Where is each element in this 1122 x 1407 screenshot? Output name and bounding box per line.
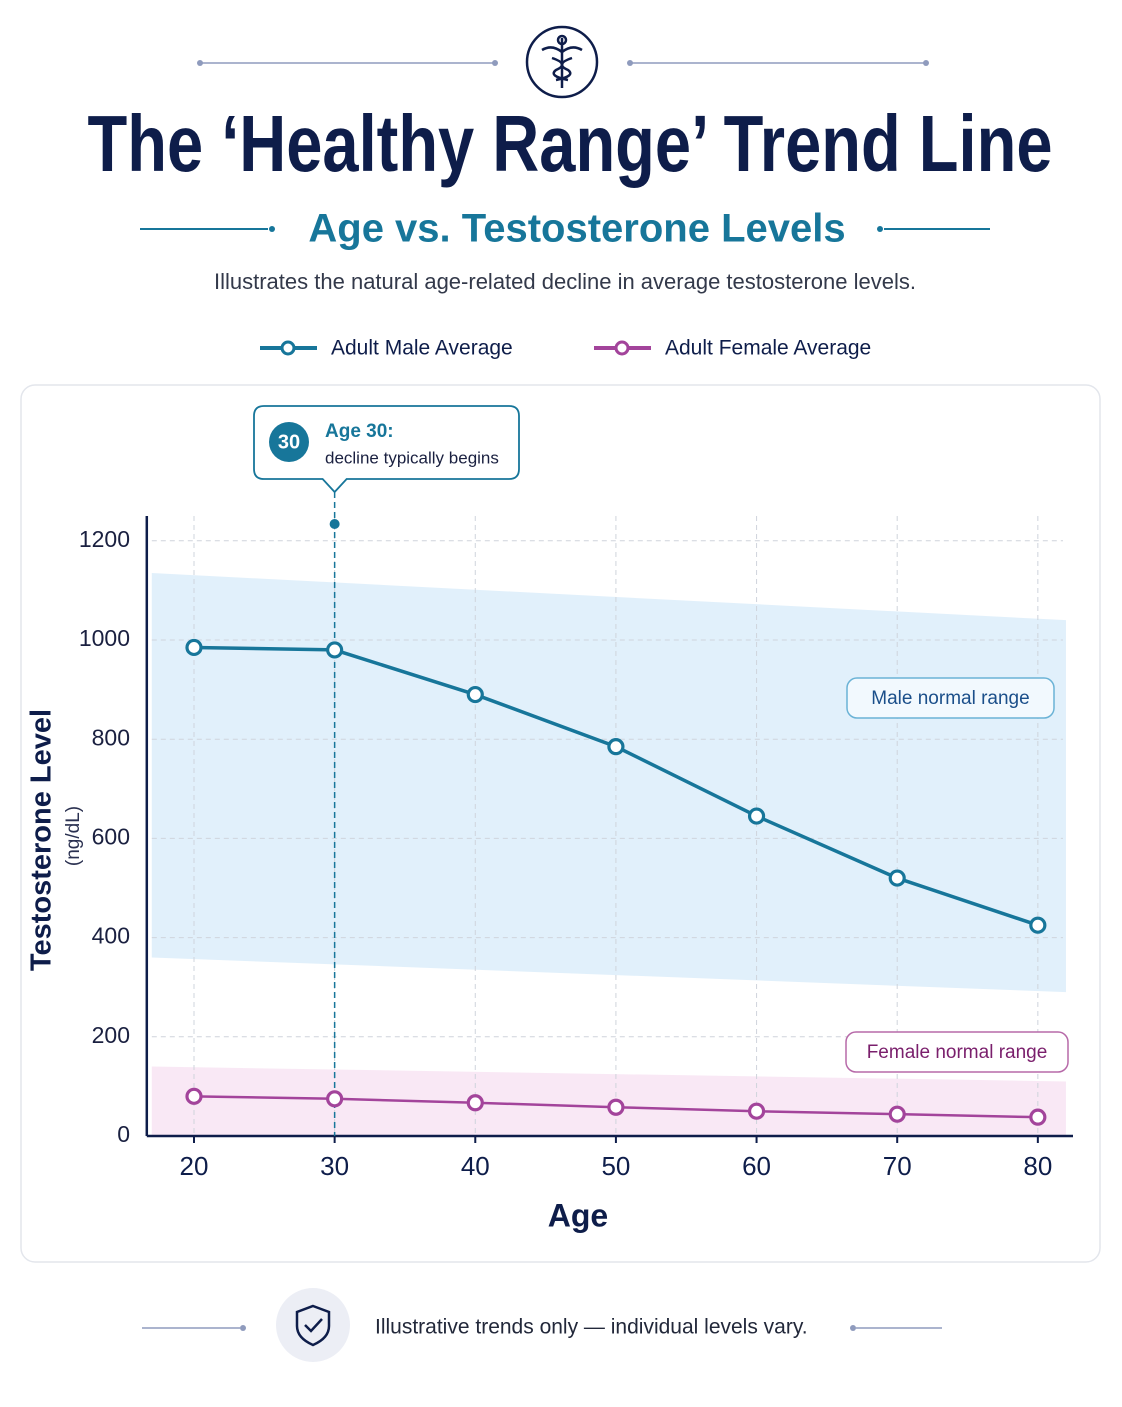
check-icon	[304, 1318, 323, 1333]
x-tick-label: 20	[180, 1151, 209, 1181]
legend-marker	[614, 340, 630, 356]
x-tick-label: 80	[1023, 1151, 1052, 1181]
y-tick-label: 200	[92, 1022, 130, 1048]
annotation-box	[253, 405, 520, 494]
band-label-box	[845, 1031, 1069, 1073]
data-point	[888, 1105, 906, 1123]
y-tick-label: 1000	[79, 625, 130, 651]
dot	[269, 226, 275, 232]
y-axis-unit: (ng/dL)	[63, 806, 84, 866]
x-tick-label: 50	[601, 1151, 630, 1181]
description: Illustrates the natural age-related decl…	[214, 269, 916, 294]
plot: 0 200 400 600 800 1000 1200 20 30 40 50 60 70 80 Age Te…	[26, 405, 1073, 1233]
x-tick-label: 70	[883, 1151, 912, 1181]
band-label: Female normal range	[867, 1042, 1048, 1063]
footnote: Illustrative trends only — individual le…	[375, 1316, 808, 1339]
legend-label: Adult Female Average	[665, 337, 871, 360]
range-band	[151, 573, 1066, 993]
annotation-title: Age 30:	[325, 421, 394, 442]
range-band	[151, 1066, 1066, 1136]
dot	[850, 1325, 856, 1331]
y-tick-label: 600	[92, 823, 130, 849]
shield-icon	[295, 1304, 331, 1347]
shield-badge	[276, 1288, 350, 1362]
data-point	[185, 1087, 203, 1105]
y-tick-label: 1200	[79, 526, 130, 552]
annotation-badge-text: 30	[278, 431, 300, 453]
dot	[877, 226, 883, 232]
dot	[197, 60, 203, 66]
band-label: Male normal range	[871, 688, 1029, 709]
data-point	[185, 638, 203, 657]
data-point	[747, 1102, 766, 1120]
band-label-box	[846, 677, 1055, 719]
dot	[240, 1325, 246, 1331]
dot	[923, 60, 929, 66]
data-point	[1029, 916, 1047, 934]
dot	[627, 60, 633, 66]
data-point	[1029, 1108, 1047, 1126]
data-point	[607, 1098, 625, 1116]
y-tick-label: 400	[92, 923, 130, 949]
data-point	[888, 869, 906, 887]
data-point	[607, 738, 625, 756]
data-point	[466, 685, 484, 704]
dot	[492, 60, 498, 66]
title: The ‘Healthy Range’ Trend Line	[88, 99, 1053, 188]
caduceus-icon	[525, 25, 599, 99]
legend-label: Adult Male Average	[331, 337, 513, 360]
x-tick-label: 40	[461, 1151, 490, 1181]
x-tick-label: 60	[742, 1151, 771, 1181]
annotation-dot	[329, 519, 340, 529]
subtitle: Age vs. Testosterone Levels	[308, 207, 845, 251]
y-axis-label: Testosterone Level	[26, 709, 58, 971]
annotation-badge	[269, 422, 309, 462]
x-tick-label: 30	[320, 1151, 349, 1181]
data-point	[326, 1090, 344, 1108]
data-point	[747, 807, 766, 825]
y-tick-label: 0	[117, 1121, 130, 1147]
data-point	[466, 1094, 484, 1112]
legend-marker	[280, 340, 296, 356]
x-axis-label: Age	[548, 1197, 608, 1233]
data-point	[326, 641, 344, 659]
y-tick-label: 800	[92, 724, 130, 750]
annotation-text: decline typically begins	[325, 448, 499, 467]
